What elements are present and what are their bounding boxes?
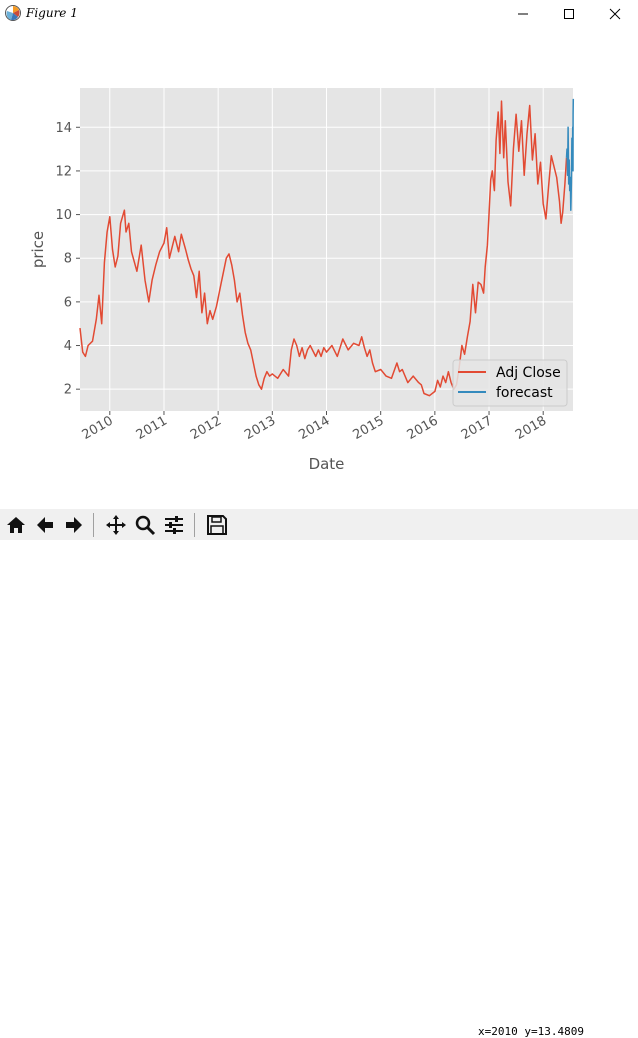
zoom-button[interactable]: [131, 511, 159, 539]
legend-entry: forecast: [496, 385, 553, 401]
pan-button[interactable]: [102, 511, 130, 539]
minimize-button[interactable]: [500, 0, 546, 28]
maximize-button[interactable]: [546, 0, 592, 28]
back-arrow-icon: [37, 517, 53, 533]
home-icon: [7, 517, 25, 533]
configure-subplots-button[interactable]: [160, 511, 188, 539]
y-tick-label: 12: [55, 164, 72, 179]
x-tick-label: 2014: [296, 413, 332, 443]
price-chart[interactable]: 2 4 6 8 10 12 14 2010 2011 2012 2013 2014 2015 2016 20…: [0, 28, 638, 508]
toolbar-separator: [93, 513, 94, 537]
y-tick-label: 10: [55, 208, 72, 223]
series-line-adj-close: [79, 100, 568, 397]
close-button[interactable]: [592, 0, 638, 28]
figure-canvas[interactable]: 2 4 6 8 10 12 14 2010 2011 2012 2013 2014 2015 2016 20…: [0, 28, 638, 508]
configure-subplots-icon: [165, 516, 183, 534]
x-tick-label: 2011: [134, 413, 170, 443]
close-icon: [609, 8, 621, 20]
y-tick-label: 2: [64, 383, 72, 398]
y-axis-label: price: [29, 231, 47, 268]
matplotlib-logo-icon: [5, 5, 21, 21]
series-line-forecast: [565, 98, 575, 211]
y-tick-label: 8: [64, 252, 72, 267]
x-tick-label: 2013: [242, 413, 278, 443]
save-disk-icon: [207, 515, 227, 535]
x-tick-label: 2010: [80, 413, 116, 443]
cursor-coordinates: x=2010 y=13.4809: [478, 1025, 584, 1038]
y-tick-label: 6: [64, 295, 72, 310]
x-tick-label: 2017: [459, 413, 495, 443]
toolbar-separator: [194, 513, 195, 537]
zoom-magnifier-icon: [135, 515, 156, 536]
y-tick-label: 4: [64, 339, 72, 354]
back-button[interactable]: [31, 511, 59, 539]
x-tick-label: 2015: [351, 413, 387, 443]
save-button[interactable]: [203, 511, 231, 539]
x-axis-label: Date: [309, 455, 345, 473]
forward-arrow-icon: [66, 517, 82, 533]
maximize-icon: [564, 9, 574, 19]
legend-entry: Adj Close: [496, 365, 561, 381]
pan-move-icon: [106, 515, 126, 535]
y-tick-label: 14: [55, 121, 72, 136]
home-button[interactable]: [2, 511, 30, 539]
minimize-icon: [518, 13, 528, 15]
forward-button[interactable]: [60, 511, 88, 539]
title-bar: Figure 1: [0, 0, 638, 28]
x-tick-label: 2012: [188, 413, 224, 443]
x-tick-label: 2016: [405, 413, 441, 443]
navigation-toolbar: x=2010 y=13.4809: [0, 509, 638, 1038]
window-title: Figure 1: [26, 6, 78, 20]
x-tick-label: 2018: [513, 413, 549, 443]
